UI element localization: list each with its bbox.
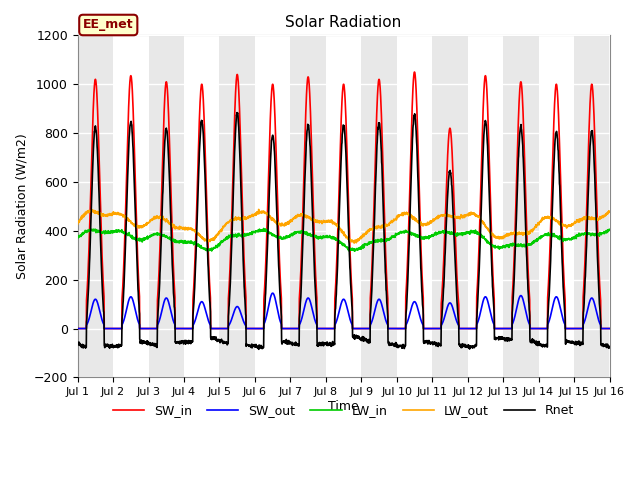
Bar — [468, 36, 503, 377]
LW_in — [499, 245, 506, 251]
SW_out — [74, 325, 81, 331]
Rnet — [359, 338, 367, 344]
SW_out — [359, 325, 367, 331]
Line: LW_out: LW_out — [77, 209, 609, 243]
Y-axis label: Solar Radiation (W/m2): Solar Radiation (W/m2) — [15, 133, 28, 279]
SW_in — [605, 325, 613, 331]
SW_in — [573, 325, 581, 331]
LW_out — [499, 234, 506, 240]
Rnet — [559, 276, 567, 281]
LW_out — [371, 226, 379, 231]
SW_out — [371, 309, 378, 315]
SW_in — [410, 69, 418, 75]
SW_out — [269, 290, 276, 296]
Bar — [220, 36, 255, 377]
LW_out — [74, 221, 81, 227]
Rnet — [499, 336, 506, 342]
X-axis label: Time: Time — [328, 400, 359, 413]
SW_out — [605, 325, 613, 331]
Bar — [574, 36, 609, 377]
LW_in — [574, 232, 582, 238]
SW_out — [573, 325, 581, 331]
Rnet — [371, 207, 379, 213]
LW_in — [359, 244, 367, 250]
SW_out — [222, 325, 230, 331]
Line: SW_in: SW_in — [77, 72, 609, 328]
SW_in — [559, 246, 566, 252]
SW_in — [74, 325, 81, 331]
Line: SW_out: SW_out — [77, 293, 609, 328]
Bar — [503, 36, 539, 377]
LW_in — [371, 239, 379, 245]
Legend: SW_in, SW_out, LW_in, LW_out, Rnet: SW_in, SW_out, LW_in, LW_out, Rnet — [108, 399, 579, 422]
Bar — [291, 36, 326, 377]
SW_in — [499, 325, 506, 331]
Bar — [432, 36, 468, 377]
LW_out — [350, 240, 358, 246]
SW_in — [222, 325, 230, 331]
Bar — [326, 36, 362, 377]
LW_in — [74, 235, 81, 240]
Line: LW_in: LW_in — [77, 228, 609, 251]
Line: Rnet: Rnet — [77, 113, 609, 349]
LW_out — [222, 221, 230, 227]
Rnet — [574, 340, 582, 346]
LW_in — [559, 236, 567, 241]
Bar — [148, 36, 184, 377]
SW_in — [359, 325, 367, 331]
LW_in — [260, 226, 268, 231]
Bar — [77, 36, 113, 377]
Title: Solar Radiation: Solar Radiation — [285, 15, 402, 30]
LW_in — [222, 235, 230, 240]
Bar — [362, 36, 397, 377]
SW_in — [371, 193, 378, 199]
Bar — [255, 36, 291, 377]
Rnet — [74, 339, 81, 345]
LW_out — [574, 217, 582, 223]
Rnet — [222, 340, 230, 346]
Rnet — [605, 344, 613, 349]
Bar — [184, 36, 220, 377]
LW_out — [559, 223, 567, 228]
Rnet — [233, 110, 241, 116]
LW_in — [605, 227, 613, 232]
Bar — [397, 36, 432, 377]
SW_out — [559, 315, 566, 321]
SW_out — [499, 325, 506, 331]
Bar — [539, 36, 574, 377]
LW_out — [359, 231, 367, 237]
Bar — [113, 36, 148, 377]
LW_out — [605, 209, 613, 215]
Rnet — [255, 347, 262, 352]
LW_in — [208, 248, 216, 254]
Bar — [609, 36, 640, 377]
Text: EE_met: EE_met — [83, 19, 134, 32]
LW_out — [255, 206, 262, 212]
